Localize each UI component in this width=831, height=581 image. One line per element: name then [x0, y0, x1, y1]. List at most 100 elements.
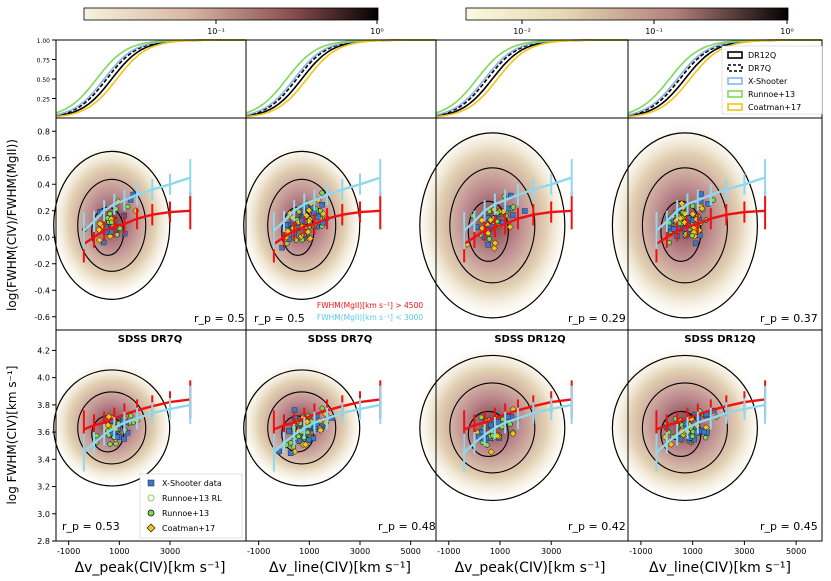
xtick-label-1: -1000: [57, 547, 80, 556]
xtick-label-4: 5000: [786, 547, 806, 556]
point-xshooter: [488, 422, 494, 428]
xtick-label-2: 5000: [400, 547, 420, 556]
median-line-red-mid-1: [83, 209, 191, 245]
point-runnoe: [478, 414, 484, 420]
ytick-label-bot: 3.2: [37, 483, 50, 492]
point-runnoe: [114, 232, 120, 238]
panels: 0.25 0.50 0.75 1.00 -0.6 -0.4 -0.2 0.0 0.2 0.4 0.6…: [34, 38, 823, 556]
contour-mid-bot-1: [77, 391, 147, 465]
point-coatman: [304, 228, 312, 236]
point-runnoe: [319, 405, 325, 411]
point-coatman: [667, 440, 675, 448]
point-coatman: [490, 244, 498, 252]
point-xshooter: [485, 241, 491, 248]
point-coatman: [491, 239, 499, 247]
contour-outer-bot-2: [243, 369, 361, 487]
xtick-label-2: 1000: [299, 547, 319, 556]
rp-mid-3: r_p = 0.29: [568, 312, 626, 325]
cdf-dr7q-1: [55, 39, 246, 117]
point-runnoe: [107, 211, 113, 217]
xtick-label-3: 3000: [541, 547, 561, 556]
cdf-dr12q-3: [435, 39, 628, 117]
annotation-cyan: FWHM(MgII)[km s⁻¹] < 3000: [317, 313, 423, 322]
point-runnoe: [94, 433, 100, 439]
point-runnoe: [304, 429, 311, 436]
contour-mid-bot-2: [267, 391, 337, 465]
point-xshooter: [509, 212, 516, 218]
contour-mid-mid-2: [267, 178, 337, 272]
ytick-label-bot: 2.8: [37, 537, 50, 546]
ylabel-bottom: log FWHM(CIV)[km s⁻¹]: [5, 366, 19, 505]
point-xshooter: [701, 429, 707, 435]
point-xshooter: [692, 240, 699, 247]
legend-bottom: X-Shooter data Runnoe+13 RL Runnoe+13 Co…: [139, 473, 243, 539]
ytick-label-mid: 0.4: [37, 180, 50, 189]
rp-mid-1: r_p = 0.5: [194, 312, 245, 325]
point-runnoe: [319, 190, 325, 196]
point-runnoe: [107, 441, 113, 447]
point-xshooter: [319, 202, 325, 208]
colorbar-1-tick-0: 10⁻¹: [207, 27, 225, 36]
xlabel-3: Δv_peak(CIV)[km s⁻¹]: [455, 560, 606, 576]
ytick-label-mid: 0.2: [37, 207, 50, 216]
contour-outer-bot-1: [53, 369, 171, 487]
ytick-label-mid: -0.6: [34, 313, 50, 322]
contour-mid-mid-3: [449, 167, 536, 284]
xtick-label-4: 3000: [734, 547, 754, 556]
cdf-dr12q-1: [55, 39, 246, 117]
xlabel-2: Δv_line(CIV)[km s⁻¹]: [269, 560, 411, 576]
legend-top-item-3: Runnoe+13: [748, 90, 795, 99]
ytick-label-mid: -0.2: [34, 260, 50, 269]
xtick-label-3: -1000: [437, 547, 460, 556]
point-coatman: [689, 210, 697, 218]
contour-mid-bot-3: [449, 382, 536, 474]
ytick-label-top: 0.50: [37, 77, 51, 84]
point-coatman: [106, 232, 114, 240]
contour-inner-bot-3: [467, 410, 509, 457]
point-xshooter: [479, 429, 485, 435]
point-coatman: [676, 214, 684, 222]
median-line-red-mid-3: [463, 209, 572, 245]
point-xshooter: [698, 191, 704, 197]
contour-mid-bot-4: [641, 382, 728, 474]
annotation-red: FWHM(MgII)[km s⁻¹] > 4500: [317, 301, 423, 310]
ytick-label-bot: 4.0: [37, 374, 50, 383]
rp-bot-2: r_p = 0.48: [378, 520, 436, 533]
col-title-4: SDSS DR12Q: [684, 334, 755, 345]
rp-mid-2: r_p = 0.5: [254, 312, 305, 325]
colorbar-2-tick-2: 10⁰: [780, 27, 793, 36]
cdf-coatman-3: [435, 39, 628, 118]
point-runnoe: [296, 209, 302, 215]
ytick-label-bot: 3.0: [37, 510, 50, 519]
col-title-3: SDSS DR12Q: [494, 334, 565, 345]
median-line-red-mid-2: [273, 209, 381, 245]
median-line-cyan-mid-3: [463, 176, 573, 232]
median-line-red-mid-4: [655, 209, 766, 245]
cdf-coatman-1: [55, 39, 246, 118]
col-title-2: SDSS DR7Q: [308, 334, 372, 345]
xtick-label-2: 3000: [350, 547, 370, 556]
contour-mid-mid-4: [641, 167, 728, 284]
cdf-coatman-2: [245, 39, 436, 118]
xlabel-4: Δv_line(CIV)[km s⁻¹]: [649, 560, 791, 576]
contour-outer-mid-3: [419, 132, 566, 319]
point-xshooter: [286, 428, 292, 434]
point-xshooter: [310, 435, 317, 442]
point-coatman: [509, 430, 517, 438]
point-xshooter: [305, 437, 312, 443]
cdf-dr7q-3: [435, 39, 628, 117]
point-coatman: [487, 216, 495, 224]
point-xshooter: [495, 419, 501, 425]
xtick-label-4: 1000: [682, 547, 702, 556]
xtick-label-4: -1000: [629, 547, 652, 556]
contour-mid-mid-1: [77, 178, 147, 272]
rp-bot-3: r_p = 0.42: [568, 520, 626, 533]
rp-mid-4: r_p = 0.37: [760, 312, 818, 325]
point-runnoe: [702, 435, 709, 441]
ytick-label-bot: 3.6: [37, 428, 50, 437]
xlabel-1: Δv_peak(CIV)[km s⁻¹]: [75, 560, 226, 576]
point-runnoe: [295, 433, 302, 440]
legend-top-item-1: DR7Q: [748, 64, 771, 73]
point-xshooter: [683, 420, 689, 427]
point-coatman: [487, 448, 495, 456]
